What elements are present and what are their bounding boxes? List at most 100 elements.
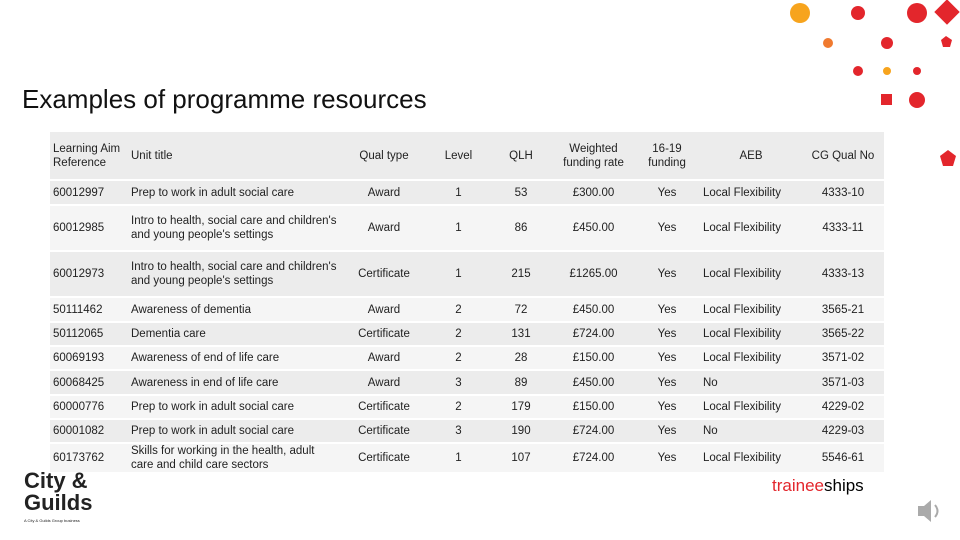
table-cell: 4333-11	[802, 205, 884, 252]
table-cell: 53	[489, 180, 553, 206]
header-cell: QLH	[489, 132, 553, 181]
decoration	[790, 0, 960, 108]
table-cell: Local Flexibility	[700, 251, 802, 298]
table-cell: 60000776	[50, 395, 128, 420]
table-cell: 2	[428, 322, 489, 347]
table-cell: Yes	[634, 205, 700, 252]
table-cell: 215	[489, 251, 553, 298]
table-cell: 2	[428, 395, 489, 420]
logo-text: Guilds	[24, 490, 93, 515]
table-cell: £150.00	[553, 346, 634, 371]
table-cell: £724.00	[553, 443, 634, 474]
table-row: 60001082 Prep to work in adult social car…	[50, 419, 884, 444]
table-row: 60012997 Prep to work in adult social car…	[50, 180, 884, 206]
table-cell: Dementia care	[128, 322, 340, 347]
brand: traineeships	[772, 476, 864, 496]
header-cell: CG Qual No	[802, 132, 884, 181]
table-cell: £450.00	[553, 297, 634, 323]
table-cell: Yes	[634, 443, 700, 474]
table-cell: £1265.00	[553, 251, 634, 298]
table-cell: 28	[489, 346, 553, 371]
table-cell: 4229-02	[802, 395, 884, 420]
table-cell: 107	[489, 443, 553, 474]
table-cell: £724.00	[553, 419, 634, 444]
table-cell: 1	[428, 251, 489, 298]
table-row: 50111462 Awareness of dementia Award 2 72 £45…	[50, 297, 884, 323]
table-cell: Yes	[634, 297, 700, 323]
table-cell: 72	[489, 297, 553, 323]
table-cell: 3565-21	[802, 297, 884, 323]
header-cell: AEB	[700, 132, 802, 181]
header-cell: Weighted funding rate	[553, 132, 634, 181]
table-cell: Certificate	[340, 322, 428, 347]
table-cell: £724.00	[553, 322, 634, 347]
table-cell: 2	[428, 346, 489, 371]
table-cell: Award	[340, 346, 428, 371]
table-cell: 3571-02	[802, 346, 884, 371]
table-cell: 4333-10	[802, 180, 884, 206]
table-cell: 60012985	[50, 205, 128, 252]
table-cell: 50112065	[50, 322, 128, 347]
table-cell: No	[700, 370, 802, 396]
table-cell: 86	[489, 205, 553, 252]
table-cell: Intro to health, social care and childre…	[128, 251, 340, 298]
table-cell: 4333-13	[802, 251, 884, 298]
table-cell: Award	[340, 370, 428, 396]
table-cell: 1	[428, 205, 489, 252]
table-cell: Skills for working in the health, adult …	[128, 443, 340, 474]
table-cell: 1	[428, 443, 489, 474]
table-cell: Local Flexibility	[700, 322, 802, 347]
table-cell: Certificate	[340, 251, 428, 298]
logo-text: City &	[24, 468, 88, 493]
speaker-icon	[918, 500, 939, 522]
slide-title: Examples of programme resources	[22, 84, 427, 114]
table-cell: Local Flexibility	[700, 297, 802, 323]
table-cell: 60012997	[50, 180, 128, 206]
table-row: 60012985 Intro to health, social care and…	[50, 205, 884, 252]
table-cell: 60069193	[50, 346, 128, 371]
table-cell: Local Flexibility	[700, 395, 802, 420]
table-cell: Certificate	[340, 419, 428, 444]
table-row: 50112065 Dementia care Certificate 2 131 £724…	[50, 322, 884, 347]
table-cell: Yes	[634, 419, 700, 444]
decoration	[940, 150, 956, 166]
table-cell: 5546-61	[802, 443, 884, 474]
table-cell: 60068425	[50, 370, 128, 396]
table-row: 60000776 Prep to work in adult social car…	[50, 395, 884, 420]
table-cell: Award	[340, 180, 428, 206]
table-cell: Award	[340, 297, 428, 323]
table-cell: Local Flexibility	[700, 180, 802, 206]
table-row: 60068425 Awareness in end of life care Awa…	[50, 370, 884, 396]
table-cell: Local Flexibility	[700, 205, 802, 252]
table-cell: £450.00	[553, 370, 634, 396]
table-row: 60012973 Intro to health, social care and…	[50, 251, 884, 298]
table-cell: 131	[489, 322, 553, 347]
table-cell: Awareness of dementia	[128, 297, 340, 323]
header-cell: Level	[428, 132, 489, 181]
table-row: 60173762 Skills for working in the health…	[50, 443, 884, 474]
table-cell: Yes	[634, 251, 700, 298]
table-cell: Certificate	[340, 395, 428, 420]
resource-table: Learning Aim Reference Unit title Qual typ…	[50, 132, 884, 474]
table-cell: 60173762	[50, 443, 128, 474]
table-cell: Prep to work in adult social care	[128, 419, 340, 444]
table-cell: 1	[428, 180, 489, 206]
table-cell: Awareness of end of life care	[128, 346, 340, 371]
table-cell: 3	[428, 370, 489, 396]
table-cell: Awareness in end of life care	[128, 370, 340, 396]
table-cell: Certificate	[340, 443, 428, 474]
table-cell: £300.00	[553, 180, 634, 206]
table-cell: Yes	[634, 322, 700, 347]
logo: City & Guilds A City & Guilds Group busi…	[24, 468, 93, 524]
table-cell: No	[700, 419, 802, 444]
brand-part: ships	[823, 476, 864, 495]
header-cell: Learning Aim Reference	[50, 132, 128, 181]
table-cell: 3	[428, 419, 489, 444]
table-cell: Local Flexibility	[700, 443, 802, 474]
table-cell: Yes	[634, 370, 700, 396]
table-cell: Yes	[634, 346, 700, 371]
header-row: Learning Aim Reference Unit title Qual typ…	[50, 132, 884, 181]
table-cell: 190	[489, 419, 553, 444]
table-cell: 4229-03	[802, 419, 884, 444]
table-cell: 60012973	[50, 251, 128, 298]
